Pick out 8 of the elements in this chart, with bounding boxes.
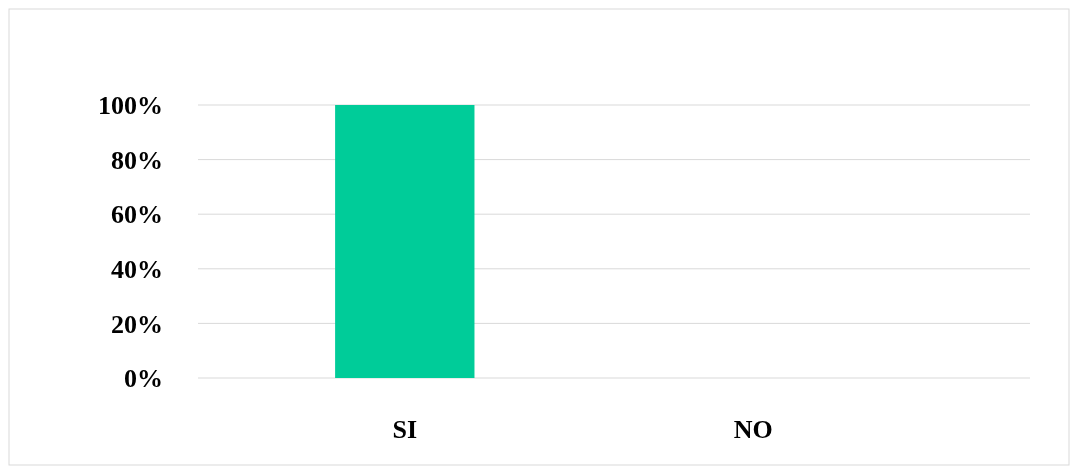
x-tick-label: SI: [392, 415, 418, 444]
y-tick-label: 0%: [124, 364, 163, 394]
y-tick-label: 40%: [111, 254, 163, 284]
y-tick-label: 100%: [98, 91, 163, 121]
x-tick-label: NO: [733, 415, 773, 444]
y-tick-label: 20%: [111, 309, 163, 339]
y-tick-label: 60%: [111, 200, 163, 230]
y-tick-label: 80%: [111, 145, 163, 175]
